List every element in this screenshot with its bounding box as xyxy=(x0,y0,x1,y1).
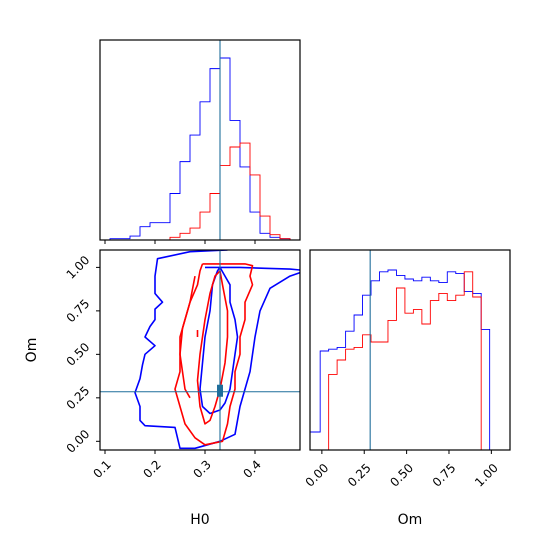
h0-tick-label-0: 0.1 xyxy=(90,457,113,480)
contour-series_b-left xyxy=(179,275,196,399)
h0-om-panel: 0.1 0.2 0.3 0.4 0.00 0.25 0.50 0.75 1.00 H0 Om xyxy=(24,249,301,528)
truth-marker xyxy=(217,384,223,397)
h0-tick-label-1: 0.2 xyxy=(140,457,163,480)
om-marginal-axis-label: Om xyxy=(398,512,423,528)
h0-axis-label: H0 xyxy=(190,512,209,528)
om-marginal-ticks: 0.00 0.25 0.50 0.75 1.00 xyxy=(303,450,501,490)
h0-tick-label-3: 0.4 xyxy=(240,457,263,480)
h0-marginal-ticks xyxy=(104,240,256,244)
contour-series_a-top xyxy=(205,266,300,271)
contour-series_a-inner xyxy=(199,266,239,415)
h0-hist-series-0 xyxy=(100,57,300,241)
om-tick-label-1: 0.25 xyxy=(64,383,93,412)
h0-om-frame xyxy=(99,249,301,451)
h0-tick-label-2: 0.3 xyxy=(190,457,213,480)
h0-axis-ticks: 0.1 0.2 0.3 0.4 xyxy=(90,450,264,481)
h0-hist-series-1 xyxy=(100,142,300,241)
om-tick-label-3: 0.75 xyxy=(64,296,93,325)
om-marginal-tick-label-0: 0.00 xyxy=(303,461,332,490)
om-marginal-frame xyxy=(309,249,511,451)
om-axis-ticks: 0.00 0.25 0.50 0.75 1.00 xyxy=(64,253,100,456)
contour-series_b-outer xyxy=(174,263,254,446)
om-marginal-tick-label-2: 0.50 xyxy=(387,461,416,490)
om-tick-label-4: 1.00 xyxy=(64,253,93,282)
contour-series_b-inner xyxy=(196,270,229,425)
om-hist-series-0 xyxy=(310,269,510,451)
om-marginal-tick-label-1: 0.25 xyxy=(345,461,374,490)
h0-marginal-frame xyxy=(99,39,301,241)
om-tick-label-2: 0.50 xyxy=(64,340,93,369)
om-axis-label: Om xyxy=(24,338,40,363)
h0-om-contours xyxy=(134,250,300,450)
h0-marginal-panel xyxy=(99,39,301,244)
om-marginal-tick-label-3: 0.75 xyxy=(430,461,459,490)
om-hist-series-1 xyxy=(310,271,510,451)
h0-marginal-histograms xyxy=(100,57,300,241)
contour-series_a-outer xyxy=(134,250,300,450)
om-marginal-panel: 0.00 0.25 0.50 0.75 1.00 Om xyxy=(303,249,511,528)
om-tick-label-0: 0.00 xyxy=(64,427,93,456)
om-marginal-histograms xyxy=(310,269,510,451)
om-marginal-tick-label-4: 1.00 xyxy=(472,461,501,490)
